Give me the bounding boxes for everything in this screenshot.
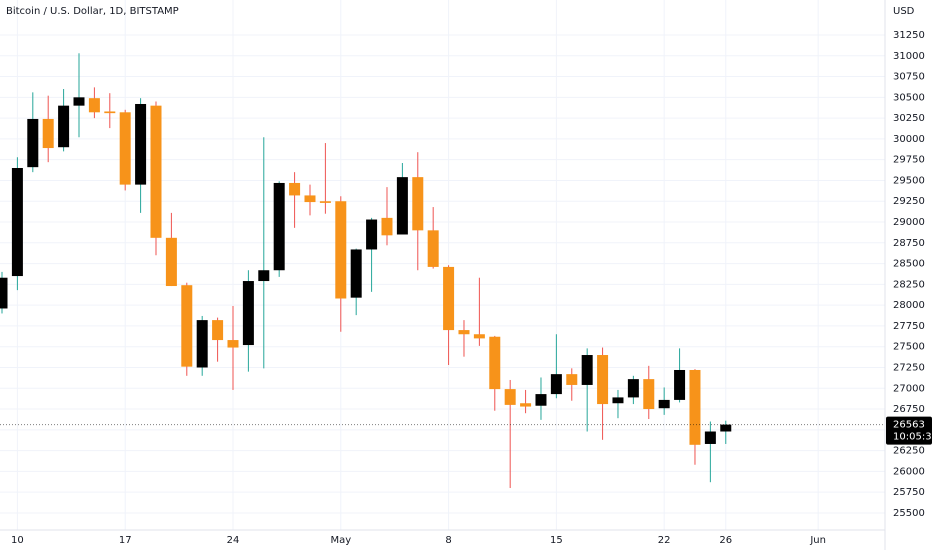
candle-body bbox=[289, 182, 301, 196]
candle-body bbox=[566, 374, 578, 385]
y-tick-label: 27250 bbox=[893, 362, 925, 373]
y-tick-label: 31000 bbox=[893, 51, 925, 62]
candle-body bbox=[304, 195, 316, 203]
y-tick-label: 27500 bbox=[893, 342, 925, 353]
candle-body bbox=[473, 334, 485, 339]
candle-body bbox=[443, 266, 455, 331]
candle-body bbox=[11, 167, 23, 277]
x-tick-label: 24 bbox=[227, 535, 240, 546]
currency-label: USD bbox=[893, 6, 915, 17]
candle-body bbox=[242, 281, 254, 346]
candle-body bbox=[674, 369, 686, 400]
y-tick-label: 25500 bbox=[893, 508, 925, 519]
candle-body bbox=[88, 98, 100, 113]
candle-body bbox=[273, 182, 285, 271]
candle-body bbox=[704, 431, 716, 444]
candle-body bbox=[581, 355, 593, 385]
candle-body bbox=[258, 270, 270, 282]
x-tick-label: 22 bbox=[658, 535, 671, 546]
candle-body bbox=[42, 118, 54, 149]
y-tick-label: 30500 bbox=[893, 92, 925, 103]
x-tick-label: 15 bbox=[550, 535, 563, 546]
candle-body bbox=[458, 330, 470, 335]
y-tick-label: 29500 bbox=[893, 175, 925, 186]
candle-body bbox=[612, 397, 624, 404]
y-tick-label: 29250 bbox=[893, 196, 925, 207]
last-price-box bbox=[886, 416, 932, 445]
y-tick-label: 30750 bbox=[893, 72, 925, 83]
candle-body bbox=[27, 118, 39, 168]
candle-body bbox=[381, 217, 393, 236]
y-tick-label: 25750 bbox=[893, 487, 925, 498]
y-tick-label: 26750 bbox=[893, 404, 925, 415]
y-tick-label: 28000 bbox=[893, 300, 925, 311]
candle-body bbox=[427, 230, 439, 267]
y-tick-label: 29000 bbox=[893, 217, 925, 228]
y-tick-label: 28750 bbox=[893, 238, 925, 249]
candle-body bbox=[196, 320, 208, 368]
x-tick-label: 10 bbox=[11, 535, 24, 546]
y-tick-label: 28500 bbox=[893, 259, 925, 270]
y-tick-label: 26000 bbox=[893, 466, 925, 477]
countdown-label: 10:05:31 bbox=[893, 432, 932, 443]
candle-body bbox=[658, 399, 670, 409]
candle-body bbox=[0, 277, 8, 309]
candle-body bbox=[212, 320, 224, 341]
last-price-label: 26563 bbox=[893, 420, 925, 431]
x-tick-label: 8 bbox=[445, 535, 451, 546]
y-tick-label: 28250 bbox=[893, 279, 925, 290]
candle-body bbox=[350, 249, 362, 298]
candle-body bbox=[165, 237, 177, 287]
candle-body bbox=[335, 201, 347, 299]
candle-body bbox=[396, 177, 408, 235]
y-tick-label: 30250 bbox=[893, 113, 925, 124]
candle-body bbox=[597, 355, 609, 405]
y-tick-label: 27000 bbox=[893, 383, 925, 394]
candle-body bbox=[73, 97, 85, 106]
candle-body bbox=[181, 285, 193, 367]
axes: 2550025750260002625026500267502700027250… bbox=[0, 30, 932, 546]
candle-body bbox=[489, 336, 501, 390]
y-tick-label: 31250 bbox=[893, 30, 925, 41]
candle-body bbox=[504, 389, 516, 405]
candle-body bbox=[720, 424, 732, 432]
candle-body bbox=[104, 111, 116, 114]
candle-body bbox=[366, 219, 378, 250]
y-tick-label: 29750 bbox=[893, 155, 925, 166]
candle-body bbox=[412, 177, 424, 231]
x-tick-label: 26 bbox=[719, 535, 732, 546]
candle-body bbox=[119, 112, 131, 185]
candle-body bbox=[550, 374, 562, 395]
grid bbox=[0, 0, 885, 530]
candle-body bbox=[58, 105, 70, 148]
x-tick-label: Jun bbox=[809, 535, 826, 546]
chart-title: Bitcoin / U.S. Dollar, 1D, BITSTAMP bbox=[6, 6, 179, 17]
candle-body bbox=[520, 403, 532, 407]
candle-body bbox=[643, 379, 655, 410]
y-tick-label: 26250 bbox=[893, 446, 925, 457]
candle-body bbox=[227, 340, 239, 348]
candle-body bbox=[135, 103, 147, 185]
candle-body bbox=[535, 394, 547, 406]
x-tick-label: 17 bbox=[119, 535, 132, 546]
candles bbox=[0, 53, 732, 489]
y-tick-label: 27750 bbox=[893, 321, 925, 332]
x-tick-label: May bbox=[330, 535, 351, 546]
candle-body bbox=[689, 369, 701, 445]
y-tick-label: 30000 bbox=[893, 134, 925, 145]
candle-body bbox=[150, 105, 162, 238]
candle-body bbox=[627, 379, 639, 398]
candle-body bbox=[319, 201, 331, 203]
